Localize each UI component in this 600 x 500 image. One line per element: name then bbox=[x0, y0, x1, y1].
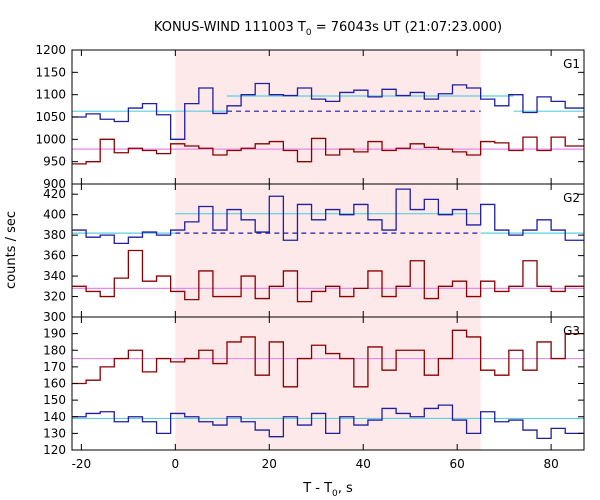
x-axis-label: T - T0, s bbox=[302, 481, 353, 499]
blue-series-line bbox=[72, 188, 584, 244]
x-axis-label-prefix: T - T bbox=[302, 481, 332, 496]
blue-series-line bbox=[72, 404, 584, 440]
x-tick-label: 40 bbox=[356, 457, 371, 471]
y-tick-label: 190 bbox=[43, 327, 66, 341]
panel-label: G2 bbox=[563, 191, 580, 205]
blue-series-line bbox=[72, 82, 584, 140]
y-tick-label: 950 bbox=[43, 155, 66, 169]
y-tick-label: 180 bbox=[43, 343, 66, 357]
y-tick-label: 1000 bbox=[35, 132, 66, 146]
y-tick-label: 1100 bbox=[35, 88, 66, 102]
y-tick-label: 160 bbox=[43, 377, 66, 391]
panel-plot-area bbox=[72, 329, 584, 440]
x-tick-label: 0 bbox=[172, 457, 180, 471]
shaded-interval bbox=[175, 317, 481, 450]
chart-title-sub: 0 bbox=[306, 28, 312, 38]
y-tick-label: 360 bbox=[43, 249, 66, 263]
red-series-line bbox=[72, 329, 584, 388]
x-tick-label: -20 bbox=[72, 457, 92, 471]
y-tick-label: 150 bbox=[43, 393, 66, 407]
y-axis-label: counts / sec bbox=[4, 211, 19, 289]
y-tick-label: 170 bbox=[43, 360, 66, 374]
y-tick-label: 340 bbox=[43, 269, 66, 283]
x-axis-label-sub: 0 bbox=[332, 489, 338, 499]
y-tick-label: 1150 bbox=[35, 65, 66, 79]
plot-area: 90095010001050110011501200G1300320340360… bbox=[35, 43, 585, 471]
red-series-line bbox=[72, 136, 584, 165]
red-series-line bbox=[72, 249, 584, 303]
shaded-interval bbox=[175, 50, 481, 184]
y-tick-label: 320 bbox=[43, 290, 66, 304]
panel-g2: 300 320 340 360 380 400 420 G2 bbox=[43, 183, 585, 324]
panel-label: G1 bbox=[563, 57, 580, 71]
y-tick-label: 120 bbox=[43, 443, 66, 457]
panel-plot-area bbox=[72, 82, 584, 165]
panel-label: G3 bbox=[563, 324, 580, 338]
y-tick-label: 900 bbox=[43, 177, 66, 191]
panel-g1: 900 950 1000 1050 1100 1150 1200 G1 bbox=[35, 43, 585, 191]
panel-plot-area bbox=[72, 188, 584, 303]
x-tick-label: 60 bbox=[450, 457, 465, 471]
y-tick-label: 1050 bbox=[35, 110, 66, 124]
y-tick-label: 130 bbox=[43, 426, 66, 440]
y-tick-label: 300 bbox=[43, 310, 66, 324]
x-tick-label: 20 bbox=[262, 457, 277, 471]
y-tick-label: 400 bbox=[43, 208, 66, 222]
chart-title: KONUS-WIND 111003 T0 = 76043s UT (21:07:… bbox=[154, 20, 502, 38]
chart-title-prefix: KONUS-WIND 111003 T bbox=[154, 20, 306, 35]
y-tick-label: 380 bbox=[43, 228, 66, 242]
shaded-interval bbox=[175, 184, 481, 317]
x-tick-label: 80 bbox=[543, 457, 558, 471]
x-axis-label-suffix: , s bbox=[338, 481, 353, 496]
y-tick-label: 140 bbox=[43, 410, 66, 424]
panel-g3: 120 130 140 150 160 170 180 190 G3 bbox=[43, 316, 585, 457]
y-tick-label: 420 bbox=[43, 187, 66, 201]
chart-title-suffix: = 76043s UT (21:07:23.000) bbox=[312, 20, 502, 35]
y-tick-label: 1200 bbox=[35, 43, 66, 57]
